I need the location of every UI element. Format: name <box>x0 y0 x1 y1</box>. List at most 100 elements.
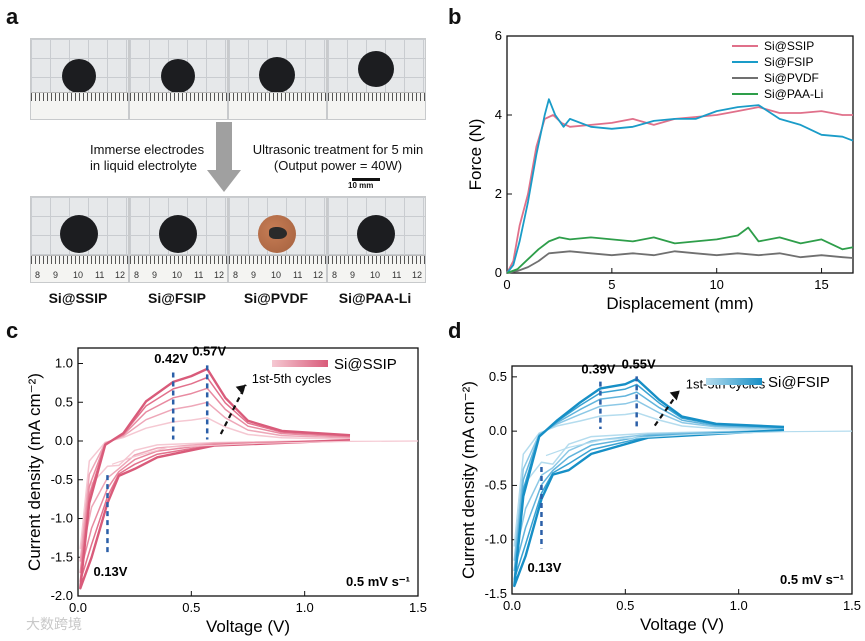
caption-paa: Si@PAA-Li <box>338 290 412 306</box>
y-tick-label: -1.0 <box>485 532 507 547</box>
electrode-disc <box>357 215 395 253</box>
x-tick-label: 0.0 <box>503 598 521 613</box>
caption-fsip: Si@FSIP <box>148 290 206 306</box>
series-line-si-fsip <box>506 98 854 274</box>
x-tick-label: 1.0 <box>296 600 314 615</box>
cycles-label: 1st-5th cycles <box>252 371 332 386</box>
series-line-si-ssip <box>506 106 853 274</box>
y-tick-label: 0.5 <box>489 369 507 384</box>
y-tick-label: 4 <box>495 107 502 122</box>
y-tick-label: -0.5 <box>51 472 73 487</box>
legend-entry: Si@FSIP <box>768 374 830 391</box>
photo-bottom-ssip: 8 9 10 11 12 <box>30 196 129 283</box>
x-tick-label: 0 <box>503 277 510 292</box>
electrode-disc <box>358 51 394 87</box>
y-tick-label: 2 <box>495 186 502 201</box>
y-tick-label: -1.5 <box>51 549 73 564</box>
x-axis-label: Voltage (V) <box>640 615 724 634</box>
plot-frame <box>77 347 419 597</box>
cv-cycle-4 <box>513 383 785 581</box>
peak-label-1: 0.39V <box>581 361 615 376</box>
panel-letter-a: a <box>6 4 19 29</box>
legend-entry: Si@FSIP <box>764 55 814 69</box>
cv-cycle-4 <box>79 376 351 583</box>
caption-pvdf: Si@PVDF <box>243 290 309 306</box>
x-tick-label: 0.5 <box>616 598 634 613</box>
x-tick-label: 15 <box>814 277 828 292</box>
cv-cycle-1 <box>513 411 785 547</box>
legend-entry: Si@PAA-Li <box>764 87 823 101</box>
peak-label-2: 0.55V <box>622 356 656 371</box>
panel-letter-d: d <box>448 318 462 343</box>
x-tick-label: 10 <box>709 277 723 292</box>
plot-frame <box>511 365 853 595</box>
y-tick-label: 6 <box>495 28 502 43</box>
peak-label-1: 0.42V <box>154 351 188 366</box>
scan-rate-label: 0.5 mV s⁻¹ <box>346 574 410 589</box>
cv-cycle-5 <box>79 367 351 590</box>
photo-top-pvdf <box>228 38 327 120</box>
cv-first-sweep <box>545 430 853 457</box>
cycles-arrowhead-icon <box>235 384 246 395</box>
panel-letter-c: c <box>6 318 19 343</box>
photo-bottom-fsip: 8 9 10 11 12 <box>129 196 228 283</box>
legend-entry: Si@SSIP <box>334 356 397 373</box>
panel-letter-b: b <box>448 4 462 29</box>
photo-top-ssip <box>30 38 129 120</box>
cycles-arrow <box>653 389 681 427</box>
scale-bar-label: 10 mm <box>348 181 374 190</box>
y-tick-label: -2.0 <box>51 588 73 603</box>
y-tick-label: -0.5 <box>485 477 507 492</box>
y-axis-label: Current density (mA cm⁻²) <box>459 381 478 579</box>
valley-label: 0.13V <box>93 564 127 579</box>
photo-top-fsip <box>129 38 228 120</box>
y-axis-label: Force (N) <box>466 119 485 191</box>
photo-top-paa <box>327 38 426 120</box>
photo-bottom-paa: 8 9 10 11 12 <box>327 196 426 283</box>
legend-entry: Si@SSIP <box>764 39 814 53</box>
scan-rate-label: 0.5 mV s⁻¹ <box>780 572 844 587</box>
x-axis-label: Voltage (V) <box>206 617 290 636</box>
electrode-disc <box>161 59 195 93</box>
series-line-si-paa-li <box>506 226 854 274</box>
x-tick-label: 1.5 <box>843 598 861 613</box>
scale-bar <box>352 178 380 181</box>
y-tick-label: 0 <box>495 265 502 280</box>
electrode-disc <box>159 215 197 253</box>
electrode-disc <box>259 57 295 93</box>
y-tick-label: 0.0 <box>489 423 507 438</box>
valley-label: 0.13V <box>527 560 561 575</box>
caption-ssip: Si@SSIP <box>48 290 108 306</box>
cv-first-sweep <box>111 440 419 465</box>
y-tick-label: -1.0 <box>51 511 73 526</box>
note-immerse: Immerse electrodes in liquid electrolyte <box>90 142 205 173</box>
y-tick-label: 0.5 <box>55 394 73 409</box>
cv-cycle-3 <box>513 391 785 572</box>
x-tick-label: 1.5 <box>409 600 427 615</box>
y-tick-label: 0.0 <box>55 433 73 448</box>
cv-cycle-5 <box>513 377 785 588</box>
electrode-disc <box>62 59 96 93</box>
legend-swatch <box>706 378 762 385</box>
y-axis-label: Current density (mA cm⁻²) <box>25 373 44 571</box>
photo-bottom-pvdf: 8 9 10 11 12 <box>228 196 327 283</box>
peak-label-2: 0.57V <box>192 344 226 359</box>
series-line-si-pvdf <box>506 250 854 274</box>
plot-frame <box>506 35 854 274</box>
y-tick-label: 1.0 <box>55 356 73 371</box>
x-tick-label: 0.0 <box>69 600 87 615</box>
cv-cycle-3 <box>79 387 351 574</box>
watermark: 大数跨境 <box>26 616 82 632</box>
x-tick-label: 0.5 <box>182 600 200 615</box>
x-tick-label: 1.0 <box>730 598 748 613</box>
note-ultrasonic: Ultrasonic treatment for 5 min (Output po… <box>252 142 424 173</box>
legend-entry: Si@PVDF <box>764 71 819 85</box>
cycles-arrowhead-icon <box>669 390 680 401</box>
cv-cycle-2 <box>79 401 351 562</box>
x-axis-label: Displacement (mm) <box>606 294 753 313</box>
y-tick-label: -1.5 <box>485 586 507 601</box>
x-tick-label: 5 <box>608 277 615 292</box>
legend-swatch <box>272 360 328 367</box>
electrode-disc <box>60 215 98 253</box>
